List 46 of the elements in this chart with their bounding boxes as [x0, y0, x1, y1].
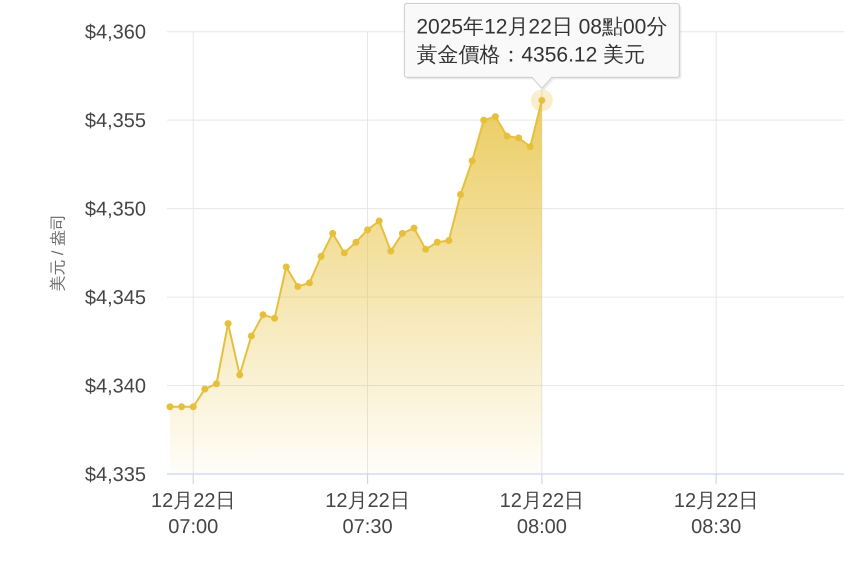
point: [445, 236, 452, 244]
point: [294, 282, 302, 290]
y-tick-label: $4,360: [84, 22, 146, 44]
y-tick-label: $4,335: [84, 464, 146, 486]
x-tick-label: 12月22日 07:30: [325, 490, 410, 538]
point: [504, 132, 510, 140]
x-tick-label: 12月22日 07:00: [150, 490, 236, 538]
point: [352, 238, 360, 246]
point: [178, 403, 186, 410]
point: [410, 224, 418, 232]
y-tick-label: $4,340: [84, 376, 146, 398]
point: [515, 134, 522, 142]
annotation: 黃金價格：4356.12 美元: [416, 43, 646, 66]
y-tick-label: $4,345: [84, 287, 146, 310]
point: [468, 157, 476, 164]
y-axis-title: 美元 / 盎司: [49, 214, 67, 292]
point: [422, 246, 430, 253]
point: [387, 248, 394, 255]
point: [398, 230, 406, 237]
point: [434, 238, 441, 246]
point: [340, 249, 348, 256]
point: [282, 264, 290, 271]
tooltip-callout: 2025年12月22日 08點00分 黃金價格：4356.12 美元: [404, 2, 682, 90]
annotation: 2025年12月22日 08點00分: [416, 15, 668, 38]
point: [224, 320, 232, 328]
x-tick-label: 12月22日 08:30: [674, 490, 758, 538]
y-tick-label: $4,355: [84, 110, 146, 132]
point: [259, 311, 266, 318]
point: [236, 371, 244, 378]
point: [329, 230, 336, 237]
point: [457, 190, 464, 198]
point: [248, 332, 255, 340]
x-tick-label: 12月22日 08:00: [500, 490, 584, 538]
y-tick-label: $4,350: [84, 198, 146, 221]
point: [376, 218, 383, 225]
point: [201, 386, 208, 393]
point: [212, 380, 220, 388]
point: [492, 113, 499, 120]
point: [480, 116, 488, 124]
point: [166, 403, 174, 410]
point: [526, 143, 534, 150]
point: [318, 252, 325, 260]
point: [364, 226, 372, 234]
point: [306, 279, 313, 286]
point: [190, 403, 197, 410]
point: [271, 314, 278, 322]
